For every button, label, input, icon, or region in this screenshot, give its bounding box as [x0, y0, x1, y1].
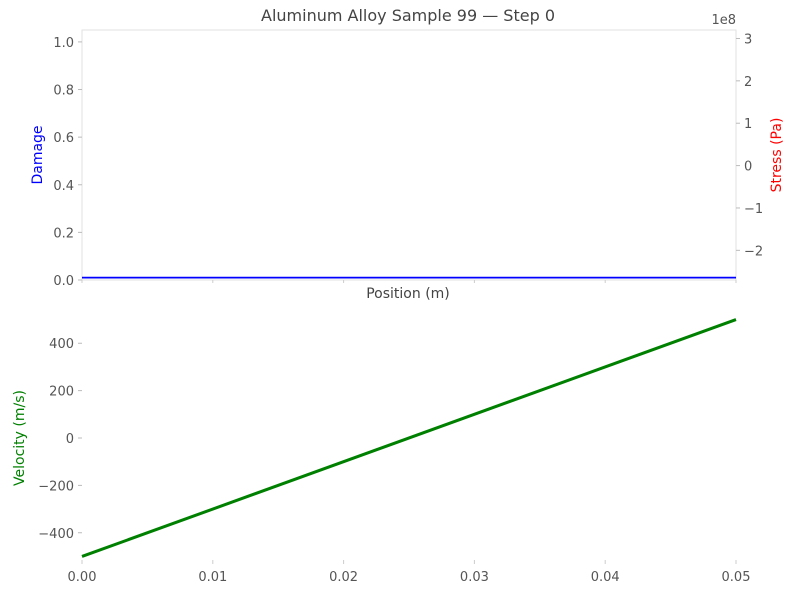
top-left-y-tick-label: 0.8 — [53, 84, 74, 99]
top-right-y-ticks: −2 −1 0 1 2 3 — [736, 32, 763, 259]
bottom-y-ticks: −400 −200 0 200 400 — [38, 337, 82, 542]
top-right-y-tick-label: −2 — [744, 244, 763, 259]
top-x-ticks — [81, 280, 737, 283]
top-left-y-ticks: 0.0 0.2 0.4 0.6 0.8 1.0 — [53, 36, 82, 289]
top-left-y-tick-label: 0.6 — [53, 131, 74, 146]
bottom-x-ticks: 0.00 0.01 0.02 0.03 0.04 0.05 — [68, 560, 751, 585]
top-plot-frame — [81, 29, 737, 281]
bottom-x-tick-label: 0.03 — [460, 570, 489, 585]
top-right-y-tick-label: 2 — [744, 75, 752, 90]
left-y-axis-label: Damage — [30, 125, 46, 184]
bottom-x-tick-label: 0.02 — [329, 570, 358, 585]
bottom-x-tick-label: 0.00 — [68, 570, 97, 585]
top-right-y-tick-label: 0 — [744, 160, 752, 175]
right-axis-scale-label: 1e8 — [711, 13, 736, 28]
top-subplot: Aluminum Alloy Sample 99 — Step 0 0.0 0.2… — [30, 6, 785, 302]
bottom-x-tick-label: 0.05 — [722, 570, 751, 585]
bottom-x-tick-label: 0.01 — [198, 570, 227, 585]
bottom-y-tick-label: 200 — [49, 385, 74, 400]
bottom-y-tick-label: −200 — [38, 479, 74, 494]
bottom-series-group — [81, 318, 737, 558]
top-left-y-tick-label: 0.0 — [53, 274, 74, 289]
bottom-y-tick-label: −400 — [38, 527, 74, 542]
bottom-y-tick-label: 400 — [49, 337, 74, 352]
chart-title: Aluminum Alloy Sample 99 — Step 0 — [261, 6, 555, 25]
bottom-y-tick-label: 0 — [66, 432, 74, 447]
top-left-y-tick-label: 0.4 — [53, 179, 74, 194]
top-right-y-tick-label: 3 — [744, 32, 752, 47]
velocity-series-line — [81, 318, 737, 558]
bottom-subplot: −400 −200 0 200 400 0.00 0.01 0.02 0.03 0.04 0.05… — [12, 318, 751, 585]
bottom-y-axis-label: Velocity (m/s) — [12, 390, 28, 486]
top-x-axis-label: Position (m) — [366, 286, 450, 302]
top-left-y-tick-label: 0.2 — [53, 226, 74, 241]
right-y-axis-label: Stress (Pa) — [769, 118, 785, 193]
top-left-y-tick-label: 1.0 — [53, 36, 74, 51]
top-right-y-tick-label: 1 — [744, 117, 752, 132]
top-right-y-tick-label: −1 — [744, 202, 763, 217]
bottom-x-tick-label: 0.04 — [591, 570, 620, 585]
